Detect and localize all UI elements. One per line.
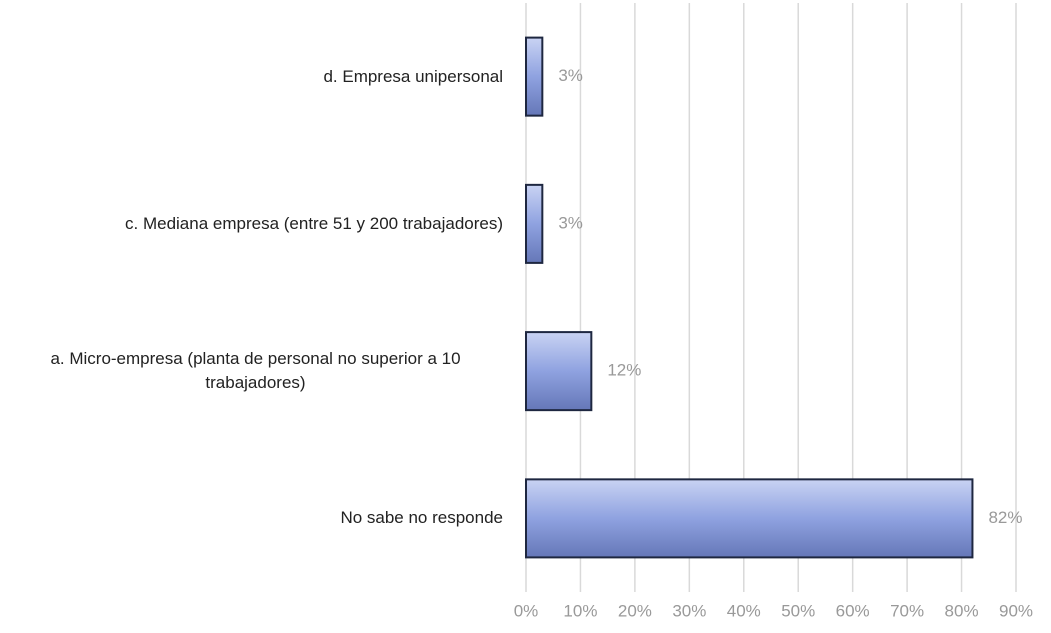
data-label: 3%	[558, 213, 583, 232]
data-label: 3%	[558, 66, 583, 85]
x-tick-label: 70%	[890, 601, 924, 620]
category-label: c. Mediana empresa (entre 51 y 200 traba…	[125, 213, 503, 233]
data-label: 82%	[988, 508, 1022, 527]
x-tick-label: 90%	[999, 601, 1033, 620]
x-tick-label: 50%	[781, 601, 815, 620]
x-tick-label: 80%	[945, 601, 979, 620]
x-tick-label: 0%	[514, 601, 539, 620]
bar	[525, 331, 593, 412]
bar	[525, 478, 974, 559]
bar	[525, 183, 544, 264]
x-tick-label: 20%	[618, 601, 652, 620]
x-tick-label: 10%	[563, 601, 597, 620]
x-tick-label: 60%	[836, 601, 870, 620]
bar	[525, 36, 544, 117]
category-label: a. Micro-empresa (planta de personal no …	[50, 349, 461, 393]
data-label: 12%	[607, 361, 641, 380]
category-label: No sabe no responde	[340, 508, 503, 528]
x-tick-label: 40%	[727, 601, 761, 620]
category-label: d. Empresa unipersonal	[323, 66, 503, 86]
x-tick-label: 30%	[672, 601, 706, 620]
